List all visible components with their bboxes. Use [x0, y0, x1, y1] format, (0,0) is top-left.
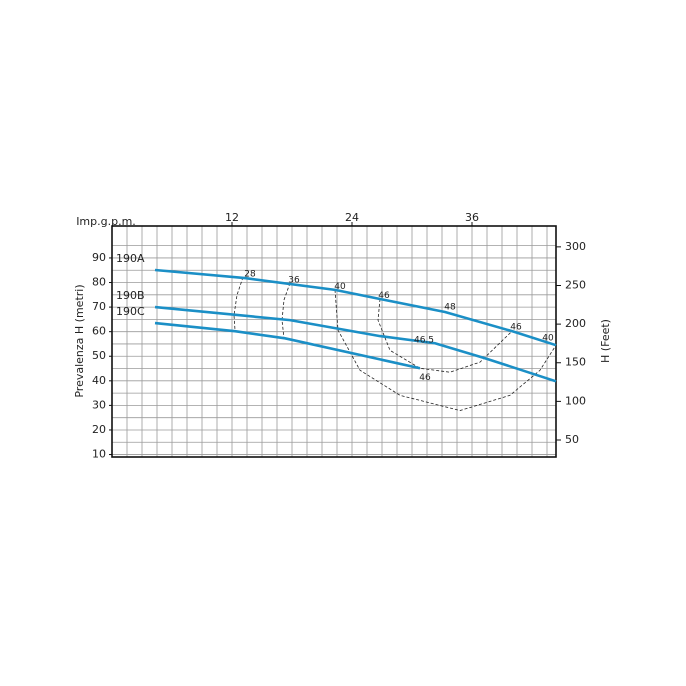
x-tick-label: 36 — [465, 211, 479, 224]
x-tick-label: 24 — [345, 211, 359, 224]
curve — [154, 268, 557, 347]
y-tick-label: 30 — [92, 398, 106, 411]
efficiency-label: 48 — [444, 303, 456, 313]
y2-axis-label: H (Feet) — [599, 319, 612, 363]
series-label: 190B — [116, 289, 145, 302]
x-axis-label: Imp.g.p.m. — [76, 215, 136, 228]
y-tick-label: 80 — [92, 276, 106, 289]
curve — [154, 305, 557, 383]
y2-tick-label: 50 — [565, 433, 579, 446]
y2-tick-label: 200 — [565, 317, 586, 330]
y2-tick-label: 150 — [565, 356, 586, 369]
efficiency-label: 40 — [542, 333, 554, 343]
efficiency-curve — [281, 282, 291, 339]
y-tick-label: 90 — [92, 251, 106, 264]
series-label: 190C — [116, 305, 145, 318]
curve — [154, 321, 421, 370]
y2-tick-label: 100 — [565, 394, 586, 407]
efficiency-label: 46.5 — [414, 336, 434, 346]
x-tick-label: 12 — [225, 211, 239, 224]
y-tick-label: 50 — [92, 349, 106, 362]
y-tick-label: 20 — [92, 423, 106, 436]
y-tick-label: 10 — [92, 448, 106, 461]
plot-frame — [111, 225, 557, 458]
y-tick-label: 60 — [92, 325, 106, 338]
y-tick-label: 70 — [92, 300, 106, 313]
y2-tick-label: 300 — [565, 240, 586, 253]
efficiency-label: 36 — [288, 276, 300, 286]
efficiency-label: 46 — [510, 323, 522, 333]
efficiency-label: 46 — [378, 291, 390, 301]
efficiency-curve — [233, 276, 244, 331]
y2-tick-label: 250 — [565, 278, 586, 291]
efficiency-label: 40 — [334, 282, 346, 292]
series-label: 190A — [116, 252, 145, 265]
efficiency-label: 46 — [419, 373, 431, 383]
y-axis-label: Prevalenza H (metri) — [73, 284, 86, 397]
efficiency-curve — [377, 298, 513, 373]
efficiency-label: 28 — [244, 269, 256, 279]
y-tick-label: 40 — [92, 374, 106, 387]
